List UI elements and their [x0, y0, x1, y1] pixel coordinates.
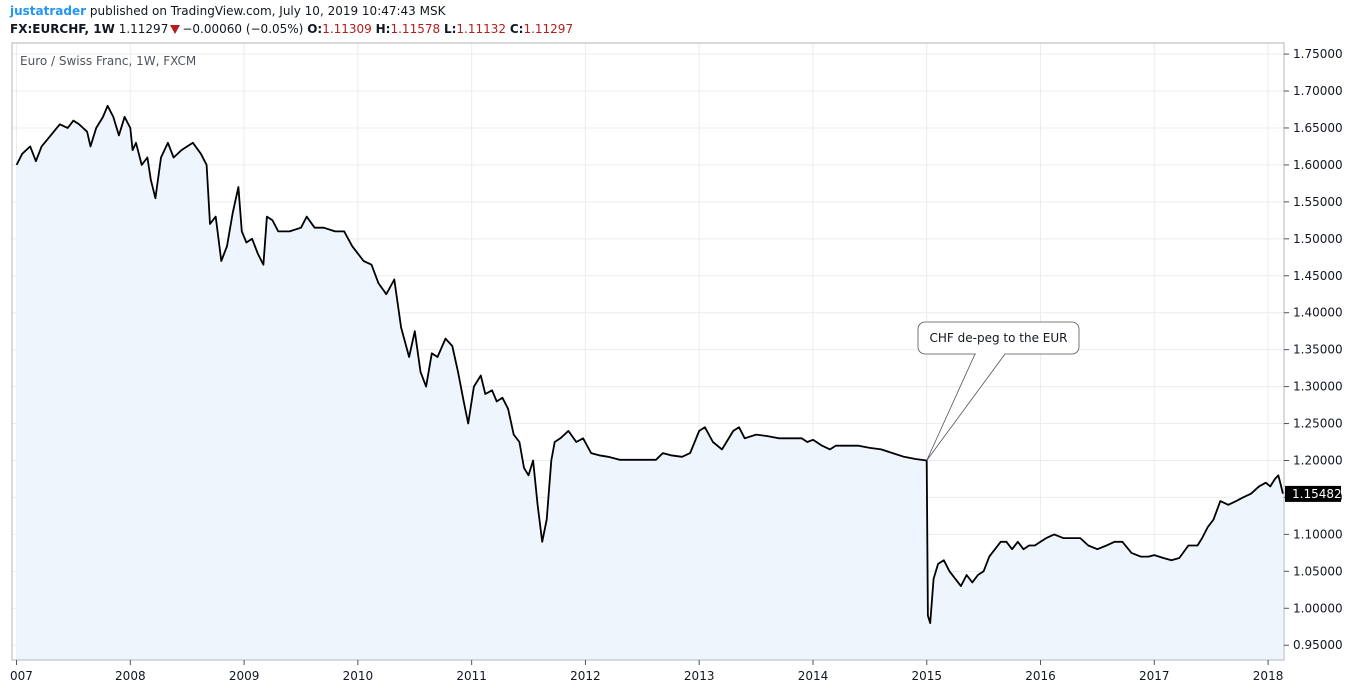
- y-tick-label: 1.00000: [1293, 601, 1343, 615]
- published-text: published on TradingView.com, July 10, 2…: [89, 4, 446, 18]
- annotation-callout[interactable]: CHF de-peg to the EUR: [917, 321, 1080, 461]
- high-value: 1.11578: [390, 22, 441, 36]
- annotation-text: CHF de-peg to the EUR: [930, 331, 1068, 345]
- quote-bar: FX:EURCHF, 1W 1.11297 −0.00060 (−0.05%) O…: [10, 22, 573, 36]
- last-price-marker: 1.15482: [1285, 485, 1342, 502]
- x-tick-label: 2008: [115, 669, 146, 683]
- y-tick-label: 1.25000: [1293, 417, 1343, 431]
- y-tick-label: 1.70000: [1293, 84, 1343, 98]
- price-axis[interactable]: 0.950001.000001.050001.100001.150001.200…: [1284, 47, 1343, 652]
- price-change: −0.00060 (−0.05%): [182, 22, 304, 36]
- y-tick-label: 1.65000: [1293, 121, 1343, 135]
- x-tick-label: 2009: [229, 669, 260, 683]
- publish-header: justatrader published on TradingView.com…: [10, 4, 445, 18]
- y-tick-label: 1.55000: [1293, 195, 1343, 209]
- y-tick-label: 1.45000: [1293, 269, 1343, 283]
- open-value: 1.11309: [322, 22, 372, 36]
- y-tick-label: 1.40000: [1293, 306, 1343, 320]
- low-value: 1.11132: [456, 22, 507, 36]
- y-tick-label: 1.75000: [1293, 47, 1343, 61]
- time-axis[interactable]: 007 2008 2009 2010 2011 2012 2013 2014 2015 2016 2…: [10, 660, 1283, 683]
- y-tick-label: 1.10000: [1293, 527, 1343, 541]
- x-tick-label: 2013: [684, 669, 715, 683]
- y-tick-label: 1.05000: [1293, 564, 1343, 578]
- y-tick-label: 1.50000: [1293, 232, 1343, 246]
- close-value: 1.11297: [523, 22, 574, 36]
- symbol-label: FX:EURCHF, 1W: [10, 22, 115, 36]
- x-tick-label: 2014: [798, 669, 829, 683]
- plot-border: [11, 42, 1285, 661]
- author-name[interactable]: justatrader: [10, 4, 87, 18]
- open-label: O:: [307, 22, 323, 36]
- x-tick-label: 2015: [911, 669, 942, 683]
- close-label: C:: [509, 22, 524, 36]
- x-tick-label: 2010: [343, 669, 374, 683]
- high-label: H:: [375, 22, 391, 36]
- x-tick-label: 007: [10, 669, 33, 683]
- x-tick-label: 2012: [570, 669, 601, 683]
- y-tick-label: 1.30000: [1293, 380, 1343, 394]
- last-price-label: 1.15482: [1292, 487, 1342, 501]
- last-price: 1.11297: [118, 22, 169, 36]
- price-area: [16, 105, 1283, 661]
- price-line: [15, 104, 1284, 624]
- x-tick-label: 2016: [1025, 669, 1056, 683]
- x-tick-label: 2011: [456, 669, 487, 683]
- last-price-box: [1285, 485, 1341, 502]
- chart-subtitle: Euro / Swiss Franc, 1W, FXCM: [20, 54, 196, 68]
- y-tick-label: 1.60000: [1293, 158, 1343, 172]
- down-arrow-icon: [170, 25, 181, 34]
- y-tick-label: 0.95000: [1293, 638, 1343, 652]
- x-tick-label: 2017: [1139, 669, 1170, 683]
- callout-pointer: [926, 353, 1006, 461]
- y-tick-label: 1.20000: [1293, 453, 1343, 467]
- low-label: L:: [443, 22, 457, 36]
- y-tick-label: 1.35000: [1293, 343, 1343, 357]
- x-tick-label: 2018: [1253, 669, 1284, 683]
